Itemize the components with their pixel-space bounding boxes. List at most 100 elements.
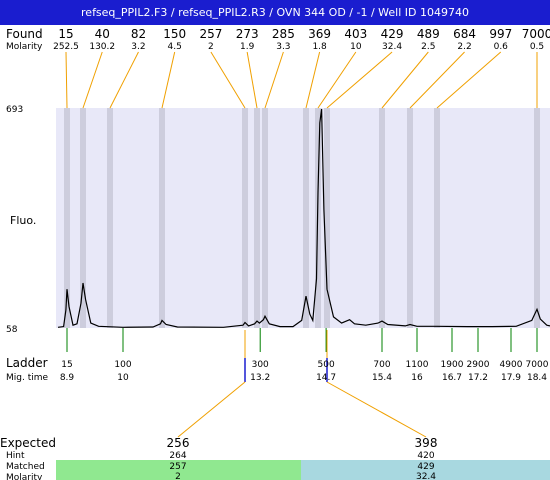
- peak-leader-line: [436, 51, 502, 109]
- peak-leader-line: [264, 51, 284, 109]
- ladder-size-label: 15: [61, 360, 72, 370]
- ladder-time-label: 10: [117, 373, 129, 383]
- found-size-label: 429: [381, 27, 404, 41]
- ladder-label: Ladder: [6, 356, 48, 370]
- ladder-size-label: 1900: [441, 360, 464, 370]
- expected-hint-label: 420: [417, 451, 434, 461]
- found-size-label: 997: [489, 27, 512, 41]
- found-molarity-label: 4.5: [168, 42, 182, 52]
- ladder-time-label: 8.9: [60, 373, 75, 383]
- peak-band: [254, 108, 260, 328]
- ladder-time-label: 17.2: [468, 373, 488, 383]
- hint-label: Hint: [6, 451, 25, 461]
- peak-leader-line: [409, 51, 465, 109]
- expected-matched-label: 257: [169, 462, 186, 472]
- found-size-label: 489: [417, 27, 440, 41]
- expected-matched-label: 429: [417, 462, 434, 472]
- y-tick-label: 693: [6, 105, 23, 115]
- ladder-time-label: 17.9: [501, 373, 521, 383]
- ladder-size-label: 100: [114, 360, 131, 370]
- found-molarity-label: 0.5: [530, 42, 544, 52]
- matched-bar: [56, 460, 301, 480]
- ladder-size-label: 500: [318, 360, 335, 370]
- mig-time-label: Mig. time: [6, 373, 48, 383]
- found-molarity-label: 3.2: [131, 42, 145, 52]
- expected-leader-line: [177, 381, 246, 438]
- fluo-label: Fluo.: [10, 214, 36, 227]
- ladder-size-label: 1100: [406, 360, 429, 370]
- found-label: Found: [6, 27, 43, 41]
- found-molarity-label: 2.2: [457, 42, 471, 52]
- peak-leader-line: [246, 51, 258, 109]
- peak-band: [434, 108, 440, 328]
- found-size-label: 369: [308, 27, 331, 41]
- peak-leader-line: [317, 51, 357, 109]
- found-size-label: 285: [272, 27, 295, 41]
- peak-leader-line: [381, 51, 429, 109]
- expected-hint-label: 264: [169, 451, 186, 461]
- ladder-time-label: 16: [411, 373, 423, 383]
- matched-label: Matched: [6, 462, 45, 472]
- ladder-size-label: 7000: [526, 360, 549, 370]
- molarity-bottom-label: Molarity: [6, 473, 43, 480]
- found-size-label: 257: [199, 27, 222, 41]
- ladder-size-label: 300: [252, 360, 269, 370]
- peak-leader-line: [65, 51, 68, 109]
- peak-band: [407, 108, 413, 328]
- molarity-label: Molarity: [6, 42, 43, 52]
- found-size-label: 403: [344, 27, 367, 41]
- found-molarity-label: 3.3: [276, 42, 290, 52]
- ladder-time-label: 13.2: [250, 373, 270, 383]
- found-molarity-label: 2: [208, 42, 214, 52]
- found-molarity-label: 2.5: [421, 42, 435, 52]
- peak-leader-line: [161, 51, 176, 109]
- peak-band: [262, 108, 268, 328]
- chart-title: refseq_PPIL2.F3 / refseq_PPIL2.R3 / OVN …: [81, 6, 469, 19]
- found-size-label: 273: [236, 27, 259, 41]
- peak-band: [159, 108, 165, 328]
- found-molarity-label: 130.2: [89, 42, 115, 52]
- expected-molarity-label: 32.4: [416, 472, 436, 480]
- peak-band: [242, 108, 248, 328]
- peak-leader-line: [82, 51, 103, 109]
- fluorescence-trace: [57, 108, 550, 328]
- ladder-size-label: 4900: [500, 360, 523, 370]
- peak-band: [107, 108, 113, 328]
- found-molarity-label: 1.8: [312, 42, 327, 52]
- title-bar: refseq_PPIL2.F3 / refseq_PPIL2.R3 / OVN …: [0, 0, 550, 25]
- peak-band: [303, 108, 309, 328]
- found-molarity-label: 252.5: [53, 42, 79, 52]
- found-molarity-label: 10: [350, 42, 362, 52]
- found-size-label: 7000: [522, 27, 550, 41]
- found-size-label: 15: [58, 27, 73, 41]
- matched-bar: [301, 460, 550, 480]
- peak-band: [324, 108, 330, 328]
- ladder-time-label: 16.7: [442, 373, 462, 383]
- peak-band: [80, 108, 86, 328]
- found-size-label: 684: [453, 27, 476, 41]
- peak-band: [64, 108, 70, 328]
- expected-leader-line: [326, 381, 427, 438]
- found-molarity-label: 1.9: [240, 42, 255, 52]
- peak-band: [379, 108, 385, 328]
- expected-size-label: 256: [167, 436, 190, 450]
- found-size-label: 82: [131, 27, 146, 41]
- ladder-size-label: 2900: [467, 360, 490, 370]
- peak-leader-line: [109, 51, 139, 109]
- expected-size-label: 398: [415, 436, 438, 450]
- ladder-time-label: 15.4: [372, 373, 392, 383]
- ladder-time-label: 18.4: [527, 373, 547, 383]
- ladder-time-label: 14.7: [316, 373, 336, 383]
- peak-leader-line: [305, 51, 321, 109]
- found-size-label: 150: [163, 27, 186, 41]
- y-tick-label: 58: [6, 325, 18, 335]
- expected-molarity-label: 2: [175, 472, 181, 480]
- peak-leader-line: [326, 51, 393, 109]
- found-molarity-label: 0.6: [494, 42, 509, 52]
- ladder-size-label: 700: [373, 360, 390, 370]
- found-size-label: 40: [95, 27, 110, 41]
- found-molarity-label: 32.4: [382, 42, 402, 52]
- peak-leader-line: [210, 51, 246, 109]
- peak-band: [534, 108, 540, 328]
